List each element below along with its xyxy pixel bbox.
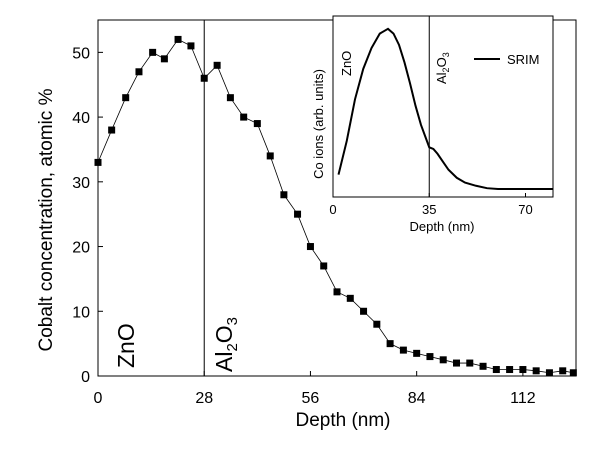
main-y-tick-label: 0: [81, 369, 90, 386]
main-data-point: [466, 359, 474, 367]
main-data-point: [413, 349, 421, 357]
inset-plot-frame: [332, 15, 554, 198]
main-data-point: [426, 353, 434, 361]
main-data-point: [453, 359, 460, 367]
main-data-point: [174, 35, 182, 43]
main-data-point: [360, 307, 368, 315]
main-data-point: [373, 320, 381, 328]
inset-y-axis-title: Co ions (arb. units): [311, 69, 326, 179]
main-data-point: [346, 294, 354, 302]
main-data-point: [135, 68, 143, 76]
main-data-point: [187, 42, 195, 50]
main-data-point: [294, 210, 302, 218]
main-x-tick-label: 84: [408, 390, 426, 407]
inset-region-label-zno: ZnO: [339, 51, 354, 76]
inset-x-axis-title: Depth (nm): [409, 219, 474, 234]
main-data-point: [506, 366, 514, 374]
main-axis-labels: Depth (nm) Cobalt concentration, atomic …: [36, 88, 391, 431]
main-data-point: [306, 243, 314, 251]
main-x-tick-label: 112: [510, 390, 536, 407]
inset-region-sub-2: 2: [441, 67, 451, 72]
main-data-point: [122, 94, 130, 102]
inset-region-sub-3: 3: [441, 52, 451, 57]
main-region-label-al2o3: Al2O3: [211, 317, 241, 372]
main-data-point: [569, 369, 577, 377]
main-y-axis-title: Cobalt concentration, atomic %: [36, 88, 57, 351]
inset-region-label-al2o3: Al2O3: [434, 52, 451, 84]
inset-x-tick-label: 0: [329, 202, 336, 217]
inset-plot: 0 35 70: [329, 15, 554, 217]
main-y-tick-label: 10: [72, 304, 90, 321]
main-data-point: [200, 74, 208, 82]
main-data-point: [266, 152, 274, 160]
main-data-point: [108, 126, 116, 134]
main-data-point: [240, 113, 248, 121]
main-data-point: [399, 346, 407, 354]
main-data-point: [479, 362, 487, 370]
main-data-point: [226, 94, 234, 102]
main-data-point: [532, 367, 540, 375]
main-data-point: [386, 340, 394, 348]
main-region-al: Al: [211, 352, 237, 372]
main-x-tick-label: 0: [94, 390, 103, 407]
inset-series-line: [337, 27, 553, 190]
main-data-point: [519, 366, 527, 374]
main-region-sub-2: 2: [224, 343, 241, 351]
main-data-point: [333, 288, 341, 296]
main-data-point: [559, 367, 567, 375]
main-region-label-zno: ZnO: [113, 323, 139, 368]
main-data-point: [253, 120, 261, 128]
main-y-tick-label: 40: [72, 110, 90, 127]
main-data-point: [149, 48, 157, 56]
main-data-point: [439, 356, 447, 364]
main-y-tick-label: 20: [72, 240, 90, 257]
inset-legend-label: SRIM: [507, 52, 540, 67]
main-region-o: O: [211, 325, 237, 343]
inset-x-tick-label: 70: [518, 202, 532, 217]
main-data-point: [545, 369, 553, 377]
main-region-sub-3: 3: [224, 317, 241, 325]
main-data-point: [94, 158, 102, 166]
inset-axis-labels: Depth (nm) Co ions (arb. units) ZnO Al2O…: [311, 51, 540, 234]
main-data-point: [492, 366, 500, 374]
inset-x-tick-label: 35: [422, 202, 436, 217]
main-data-point: [280, 191, 288, 199]
main-data-point: [160, 55, 168, 63]
inset-region-al: Al: [434, 72, 449, 84]
main-data-point: [320, 262, 328, 270]
main-x-tick-label: 56: [302, 390, 320, 407]
main-y-tick-label: 30: [72, 175, 90, 192]
main-y-tick-label: 50: [72, 45, 90, 62]
inset-region-o: O: [434, 57, 449, 67]
main-data-point: [213, 61, 221, 69]
main-x-tick-label: 28: [195, 390, 213, 407]
main-x-axis-title: Depth (nm): [295, 410, 390, 431]
